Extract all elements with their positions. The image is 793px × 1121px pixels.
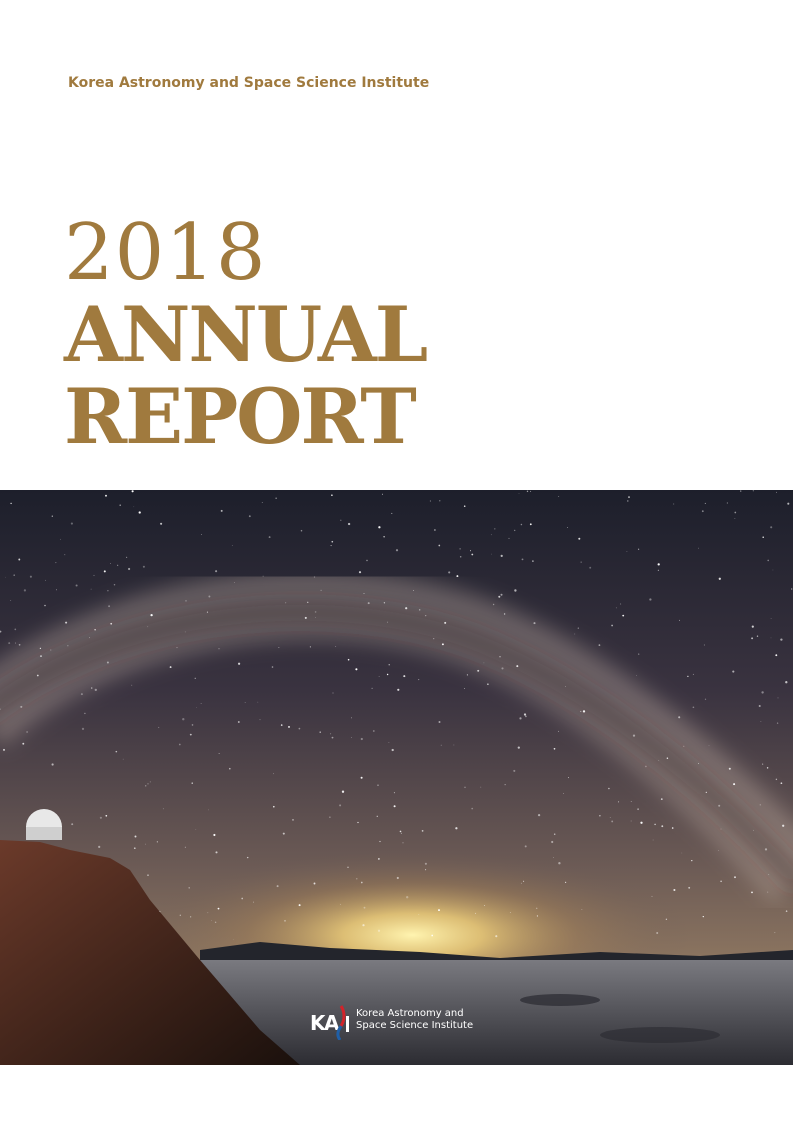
logo-text-line1: Korea Astronomy and (356, 1008, 464, 1019)
logo-text-line2: Space Science Institute (356, 1020, 474, 1031)
svg-text:A: A (324, 1011, 340, 1035)
kasi-logo: K A Korea Astronomy and Space Science In… (310, 1000, 473, 1040)
title-year: 2018 (64, 208, 267, 298)
report-title: 2018 ANNUAL REPORT (64, 208, 428, 461)
cover-photo (0, 490, 793, 1065)
organization-header: Korea Astronomy and Space Science Instit… (68, 75, 430, 91)
title-report: REPORT (64, 372, 417, 461)
svg-text:K: K (310, 1011, 327, 1035)
milky-way-observatory-photo (0, 490, 793, 1065)
title-annual: ANNUAL (64, 290, 428, 379)
kasi-logo-mark: K A (310, 1000, 350, 1040)
kasi-mark-icon: K A (310, 1005, 349, 1040)
